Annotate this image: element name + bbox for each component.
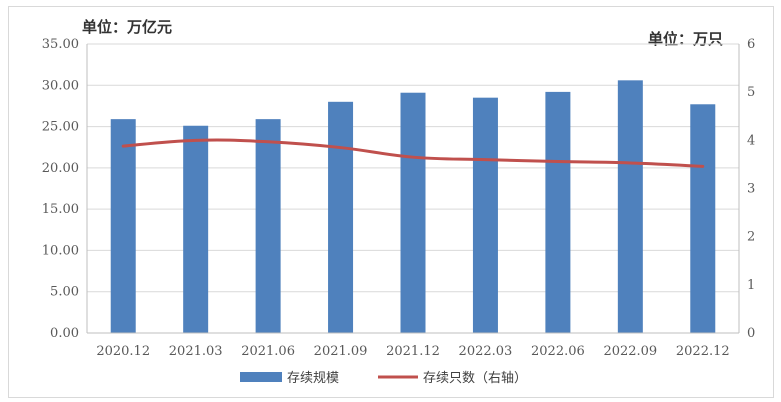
axes: 0.00 5.00 10.00 15.00 20.00 25.00 30.00 35.00 0 1… — [42, 37, 756, 359]
x-tick-label: 2022.12 — [676, 344, 730, 359]
y-right-tick-label: 2 — [747, 230, 755, 245]
bar — [183, 125, 209, 333]
y-left-tick-label: 20.00 — [42, 161, 79, 176]
x-tick-label: 2021.09 — [314, 344, 368, 359]
bar-series — [110, 80, 716, 334]
bar — [328, 101, 354, 333]
y-left-tick-label: 35.00 — [42, 37, 79, 52]
y-right-tick-label: 4 — [747, 133, 755, 148]
x-tick-label: 2021.12 — [386, 344, 440, 359]
bar — [255, 119, 281, 333]
y-right-tick-label: 5 — [747, 85, 755, 100]
legend: 存续规模 存续只数（右轴） — [240, 371, 527, 386]
bar — [472, 97, 498, 334]
x-tick-label: 2020.12 — [96, 344, 150, 359]
y-left-tick-label: 5.00 — [50, 285, 79, 300]
y-right-tick-label: 0 — [747, 326, 755, 341]
line-series — [121, 138, 705, 168]
y-right-tick-label: 3 — [747, 182, 755, 197]
bar — [690, 104, 716, 333]
x-tick-label: 2022.03 — [459, 344, 513, 359]
y-left-tick-label: 0.00 — [50, 326, 79, 341]
y-left-tick-label: 30.00 — [42, 78, 79, 93]
bar — [400, 92, 426, 334]
bar — [110, 119, 136, 333]
legend-label-bar: 存续规模 — [287, 371, 339, 386]
x-tick-label: 2022.09 — [603, 344, 657, 359]
bar — [545, 91, 571, 334]
bar — [617, 80, 643, 334]
y-right-tick-label: 6 — [747, 37, 755, 52]
x-tick-label: 2022.06 — [531, 344, 585, 359]
x-tick-label: 2021.06 — [241, 344, 295, 359]
x-tick-label: 2021.03 — [169, 344, 223, 359]
y-right-tick-label: 1 — [747, 278, 755, 293]
legend-swatch-bar — [240, 372, 282, 382]
y-left-tick-label: 25.00 — [42, 120, 79, 135]
y-left-tick-label: 10.00 — [42, 243, 79, 258]
legend-label-line: 存续只数（右轴） — [423, 371, 527, 386]
left-axis-unit: 单位：万亿元 — [82, 18, 173, 36]
y-left-tick-label: 15.00 — [42, 202, 79, 217]
chart-frame — [8, 6, 774, 398]
